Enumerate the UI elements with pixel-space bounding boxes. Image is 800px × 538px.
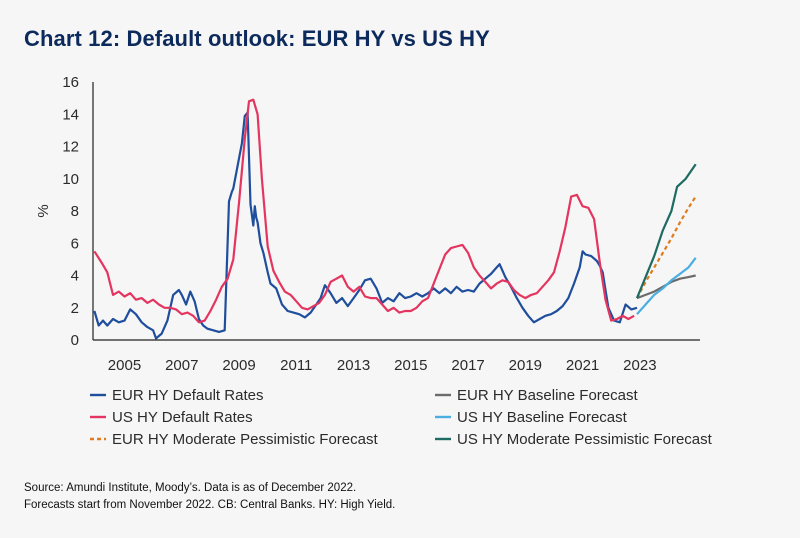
chart-title: Chart 12: Default outlook: EUR HY vs US … (24, 26, 490, 51)
series-line (636, 257, 697, 315)
legend-label: EUR HY Moderate Pessimistic Forecast (112, 431, 378, 448)
y-tick-label: 4 (71, 268, 79, 285)
source-line-1: Source: Amundi Institute, Moody’s. Data … (24, 482, 357, 494)
x-tick-label: 2005 (108, 357, 141, 374)
legend-label: US HY Moderate Pessimistic Forecast (457, 431, 713, 448)
x-tick-label: 2013 (337, 357, 370, 374)
legend-label: EUR HY Default Rates (112, 387, 263, 404)
y-tick-label: 14 (62, 106, 79, 123)
legend-label: US HY Default Rates (112, 409, 253, 426)
x-tick-label: 2007 (165, 357, 198, 374)
source-note: Source: Amundi Institute, Moody’s. Data … (24, 480, 395, 514)
chart-series (93, 98, 697, 340)
legend-label: EUR HY Baseline Forecast (457, 387, 638, 404)
x-tick-label: 2017 (451, 357, 484, 374)
x-tick-label: 2011 (280, 357, 312, 374)
y-tick-label: 0 (71, 332, 79, 349)
source-line-2: Forecasts start from November 2022. CB: … (24, 499, 396, 511)
x-tick-label: 2009 (222, 357, 255, 374)
y-tick-label: 8 (71, 203, 79, 220)
series-line (635, 163, 697, 299)
chart-legend: EUR HY Default Rates US HY Default Rates E… (90, 387, 713, 448)
y-tick-label: 6 (71, 235, 79, 252)
x-tick-label: 2023 (623, 357, 656, 374)
series-line (636, 195, 697, 299)
chart-ticks: 0 2 4 6 8 10 12 14 16% 2005 2007 2009 2011 2013 2015 20… (35, 74, 657, 374)
series-line (93, 111, 638, 340)
x-tick-label: 2019 (509, 357, 542, 374)
x-tick-label: 2015 (394, 357, 427, 374)
y-tick-label: 10 (62, 171, 79, 188)
y-tick-label: 16 (62, 74, 79, 91)
chart-axes (92, 82, 700, 341)
y-axis-label: % (35, 204, 52, 217)
series-line (93, 98, 635, 324)
y-tick-label: 2 (71, 300, 79, 317)
x-tick-label: 2021 (566, 357, 599, 374)
legend-label: US HY Baseline Forecast (457, 409, 628, 426)
y-tick-label: 12 (62, 139, 79, 156)
